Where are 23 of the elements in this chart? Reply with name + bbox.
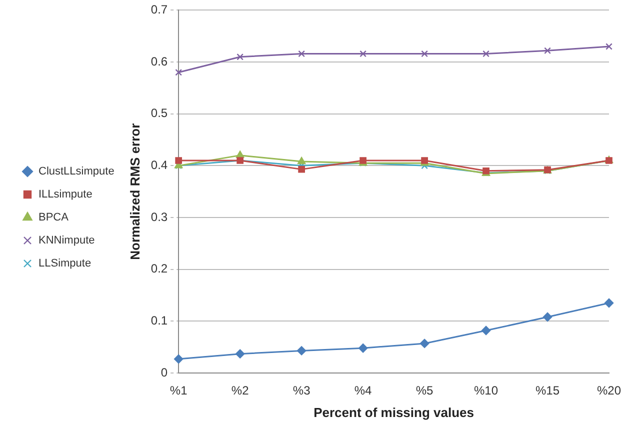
y-tick-label: 0.4 [150, 158, 168, 172]
y-tick-label: 0.3 [150, 210, 168, 224]
legend-label: ClustLLsimpute [38, 166, 114, 178]
y-tick-label: 0.5 [150, 106, 168, 120]
x-tick-label: %3 [292, 384, 311, 398]
y-axis-title: Normalized RMS error [128, 123, 143, 260]
x-tick-label: %15 [536, 384, 560, 398]
legend-label: LLSimpute [38, 258, 92, 270]
legend-label: ILLsimpute [38, 188, 92, 201]
x-tick-label: %2 [231, 384, 250, 398]
y-tick-label: 0.7 [150, 2, 168, 17]
x-tick-label: %1 [170, 384, 188, 398]
x-axis-title: Percent of missing values [314, 404, 474, 420]
legend-label: BPCA [38, 212, 70, 224]
y-tick-label: 0 [160, 365, 168, 380]
y-tick-label: 0.1 [150, 313, 168, 328]
x-tick-label: %4 [354, 384, 372, 398]
x-tick-label: %10 [474, 384, 498, 398]
y-tick-label: 0.6 [150, 54, 168, 68]
legend-label: KNNimpute [38, 234, 95, 247]
x-tick-label: %5 [416, 384, 434, 398]
y-tick-label: 0.2 [150, 262, 168, 276]
x-tick-label: %20 [596, 384, 622, 398]
